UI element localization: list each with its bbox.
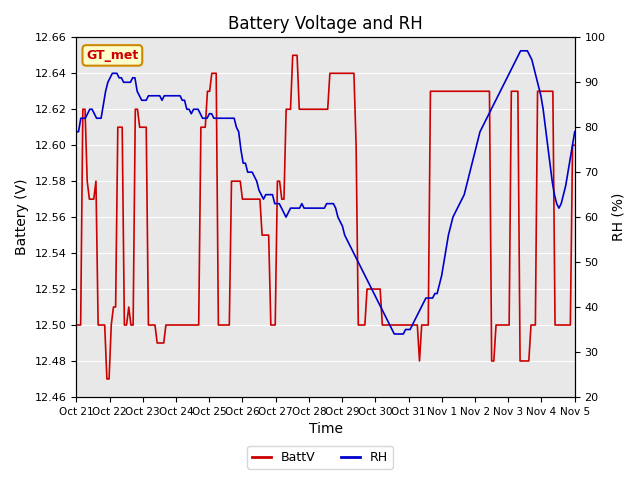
RH <box>390 331 398 337</box>
BattV <box>289 52 296 58</box>
Title: Battery Voltage and RH: Battery Voltage and RH <box>228 15 423 33</box>
Line: BattV: BattV <box>76 55 575 379</box>
RH <box>72 129 80 134</box>
Text: GT_met: GT_met <box>86 49 138 62</box>
RH <box>93 115 100 121</box>
RH <box>136 93 143 99</box>
BattV <box>319 107 327 112</box>
RH <box>516 48 524 54</box>
BattV <box>72 322 80 328</box>
RH <box>528 57 536 63</box>
BattV <box>571 143 579 148</box>
BattV <box>202 124 209 130</box>
BattV <box>523 358 531 364</box>
BattV <box>376 286 384 292</box>
Legend: BattV, RH: BattV, RH <box>248 446 392 469</box>
Y-axis label: Battery (V): Battery (V) <box>15 179 29 255</box>
BattV <box>103 376 111 382</box>
RH <box>571 129 579 134</box>
Y-axis label: RH (%): RH (%) <box>611 193 625 241</box>
BattV <box>154 340 161 346</box>
RH <box>237 147 244 153</box>
RH <box>251 174 259 180</box>
X-axis label: Time: Time <box>308 422 342 436</box>
Line: RH: RH <box>76 51 575 334</box>
RH <box>210 115 218 121</box>
BattV <box>374 286 382 292</box>
